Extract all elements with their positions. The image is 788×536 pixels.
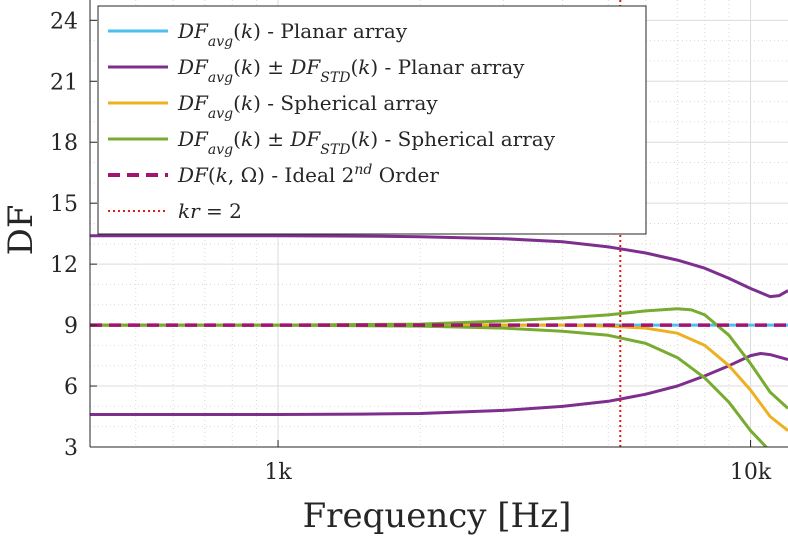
legend-label-planar-avg: DFavg(k) - Planar array xyxy=(177,19,408,50)
y-tick-label: 3 xyxy=(64,436,78,461)
legend-label-spherical-avg: DFavg(k) - Spherical array xyxy=(177,91,438,122)
legend-box xyxy=(97,5,647,235)
x-tick-label: 1k xyxy=(264,460,292,485)
y-tick-label: 12 xyxy=(50,253,78,278)
x-axis-title: Frequency [Hz] xyxy=(303,496,572,536)
x-tick-label: 10k xyxy=(730,460,772,485)
series-planar-lower xyxy=(90,352,788,416)
series-layer xyxy=(90,0,788,447)
legend-label-ideal: DF(k, Ω) - Ideal 2nd Order xyxy=(177,162,439,187)
y-tick-label: 6 xyxy=(64,375,78,400)
legend-label-planar-std: DFavg(k) ± DFSTD(k) - Planar array xyxy=(177,55,525,86)
legend-label-kr2: kr = 2 xyxy=(178,199,242,223)
y-tick-label: 9 xyxy=(64,314,78,339)
y-axis-title: DF xyxy=(1,205,41,256)
y-tick-label: 18 xyxy=(50,131,78,156)
y-tick-label: 21 xyxy=(50,70,78,95)
ticks: 3 6 9 12 15 18 21 24 1k 10k xyxy=(50,9,772,485)
series-planar-upper xyxy=(90,234,788,299)
legend-label-spherical-std: DFavg(k) ± DFSTD(k) - Spherical array xyxy=(177,127,556,158)
legend: DFavg(k) - Planar array DFavg(k) ± DFSTD(… xyxy=(97,5,647,235)
y-tick-label: 15 xyxy=(50,192,78,217)
axes xyxy=(89,0,788,448)
y-tick-label: 24 xyxy=(50,9,78,34)
